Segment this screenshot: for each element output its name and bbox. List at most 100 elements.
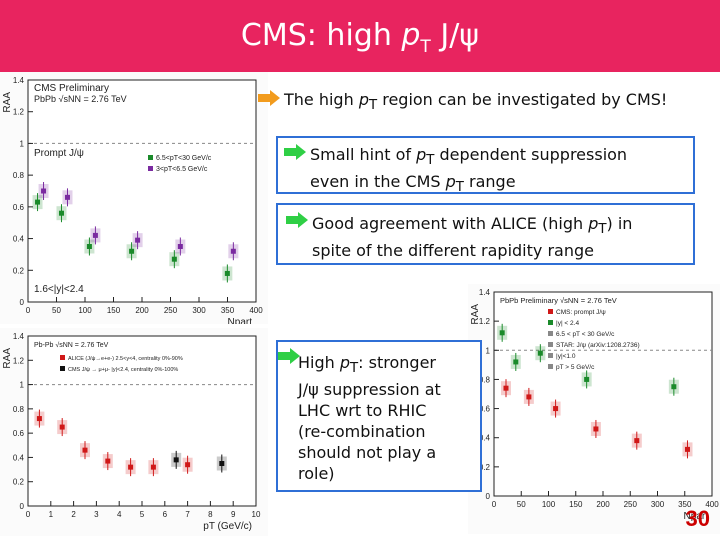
y-tick-label: 0.6	[13, 429, 25, 438]
x-tick-label: 9	[231, 510, 236, 519]
data-point	[513, 359, 519, 365]
chart-title: Pb-Pb √sNN = 2.76 TeV	[34, 341, 109, 349]
x-tick-label: 250	[164, 306, 178, 315]
y-tick-label: 0	[20, 502, 25, 511]
x-tick-label: 300	[192, 306, 206, 315]
arrow-icon	[258, 90, 280, 106]
data-point	[593, 426, 599, 432]
legend-marker	[548, 309, 553, 314]
data-point	[224, 270, 230, 276]
callout-good-agreement: Good agreement with ALICE (high pT) in s…	[276, 203, 695, 265]
y-tick-label: 0	[20, 298, 25, 307]
legend-marker	[60, 366, 65, 371]
data-point	[684, 446, 690, 452]
y-tick-label: 1.2	[13, 108, 25, 117]
plot-frame	[27, 79, 257, 303]
data-point	[553, 406, 559, 412]
x-tick-label: 0	[26, 510, 31, 519]
data-point	[35, 199, 41, 205]
x-axis-label: pT (GeV/c)	[203, 521, 252, 532]
data-point	[128, 464, 134, 470]
x-tick-label: 1	[49, 510, 54, 519]
y-tick-label: 0.6	[13, 203, 25, 212]
data-point	[92, 232, 98, 238]
legend-marker	[60, 355, 65, 360]
x-tick-label: 4	[117, 510, 122, 519]
y-axis-label: RAA	[470, 304, 481, 325]
data-point	[58, 210, 64, 216]
chart-label: Prompt J/ψ	[34, 148, 84, 159]
title-sub: T	[420, 37, 431, 57]
x-tick-label: 300	[651, 500, 665, 509]
data-point	[499, 330, 505, 336]
x-tick-label: 150	[569, 500, 583, 509]
x-axis-label: Npart	[684, 511, 709, 522]
y-tick-label: 0.8	[479, 375, 491, 384]
x-tick-label: 50	[52, 306, 61, 315]
x-tick-label: 3	[94, 510, 99, 519]
data-point	[177, 244, 183, 249]
y-tick-label: 0.6	[479, 405, 491, 414]
data-point	[173, 457, 179, 463]
legend-marker	[548, 342, 553, 347]
legend-entry: pT > 5 GeV/c	[556, 364, 595, 371]
data-point	[105, 458, 111, 464]
arrow-icon	[278, 348, 300, 364]
x-tick-label: 10	[252, 510, 261, 519]
y-tick-label: 1	[20, 139, 25, 148]
data-point	[41, 188, 47, 194]
y-tick-label: 0.4	[479, 434, 491, 443]
x-tick-label: 2	[71, 510, 76, 519]
x-tick-label: 7	[185, 510, 190, 519]
x-tick-label: 250	[624, 500, 638, 509]
page-number: 30	[685, 506, 710, 531]
chart-annotation: 1.6<|y|<2.4	[34, 284, 84, 295]
callout-pt-region: The high pT region can be investigated b…	[284, 90, 668, 114]
data-point	[230, 248, 236, 254]
y-tick-label: 1.2	[479, 317, 491, 326]
data-point	[86, 244, 92, 249]
data-point	[135, 237, 141, 243]
data-point	[526, 394, 532, 400]
data-point	[584, 376, 590, 382]
x-tick-label: 0	[492, 500, 497, 509]
y-axis-label: RAA	[2, 92, 13, 113]
y-tick-label: 0.4	[13, 235, 25, 244]
data-point	[537, 350, 543, 356]
data-point	[634, 438, 640, 444]
data-point	[185, 462, 191, 468]
arrow-icon	[284, 144, 306, 160]
legend-entry: STAR: J/ψ (arXiv:1208.2736)	[556, 342, 640, 349]
chart-title: PbPb Preliminary √sNN = 2.76 TeV	[500, 296, 617, 305]
callout-high-pt: High pT: stronger J/ψ suppression at LHC…	[276, 340, 482, 492]
arrow-icon	[286, 212, 308, 228]
legend-entry: 3<pT<6.5 GeV/c	[156, 166, 208, 173]
data-point	[129, 248, 135, 254]
y-tick-label: 1.2	[13, 356, 25, 365]
y-tick-label: 0.8	[13, 405, 25, 414]
x-tick-label: 6	[163, 510, 168, 519]
title-bar: CMS: high pT J/ψ	[0, 0, 720, 72]
plot-frame	[27, 335, 257, 507]
x-tick-label: 100	[78, 306, 92, 315]
y-tick-label: 1	[20, 381, 25, 390]
x-tick-label: 350	[221, 306, 235, 315]
x-tick-label: 5	[140, 510, 145, 519]
legend-entry: 6.5<pT<30 GeV/c	[156, 155, 212, 162]
plot-frame	[493, 291, 713, 497]
data-point	[150, 464, 156, 470]
legend-entry: ALICE (J/ψ→e+e-) 2.5<y<4, centrality 0%-…	[68, 356, 183, 362]
x-tick-label: 200	[596, 500, 610, 509]
data-point	[503, 385, 509, 391]
legend-entry: |y| < 2.4	[556, 320, 579, 327]
title-p: p	[401, 18, 421, 53]
data-point	[59, 424, 65, 430]
x-tick-label: 150	[107, 306, 121, 315]
y-tick-label: 0.8	[13, 171, 25, 180]
x-axis-label: Npart	[228, 317, 253, 324]
x-tick-label: 200	[135, 306, 149, 315]
y-tick-label: 0.2	[479, 463, 491, 472]
legend-marker	[548, 353, 553, 358]
y-tick-label: 0.2	[13, 478, 25, 487]
data-point	[171, 256, 177, 262]
